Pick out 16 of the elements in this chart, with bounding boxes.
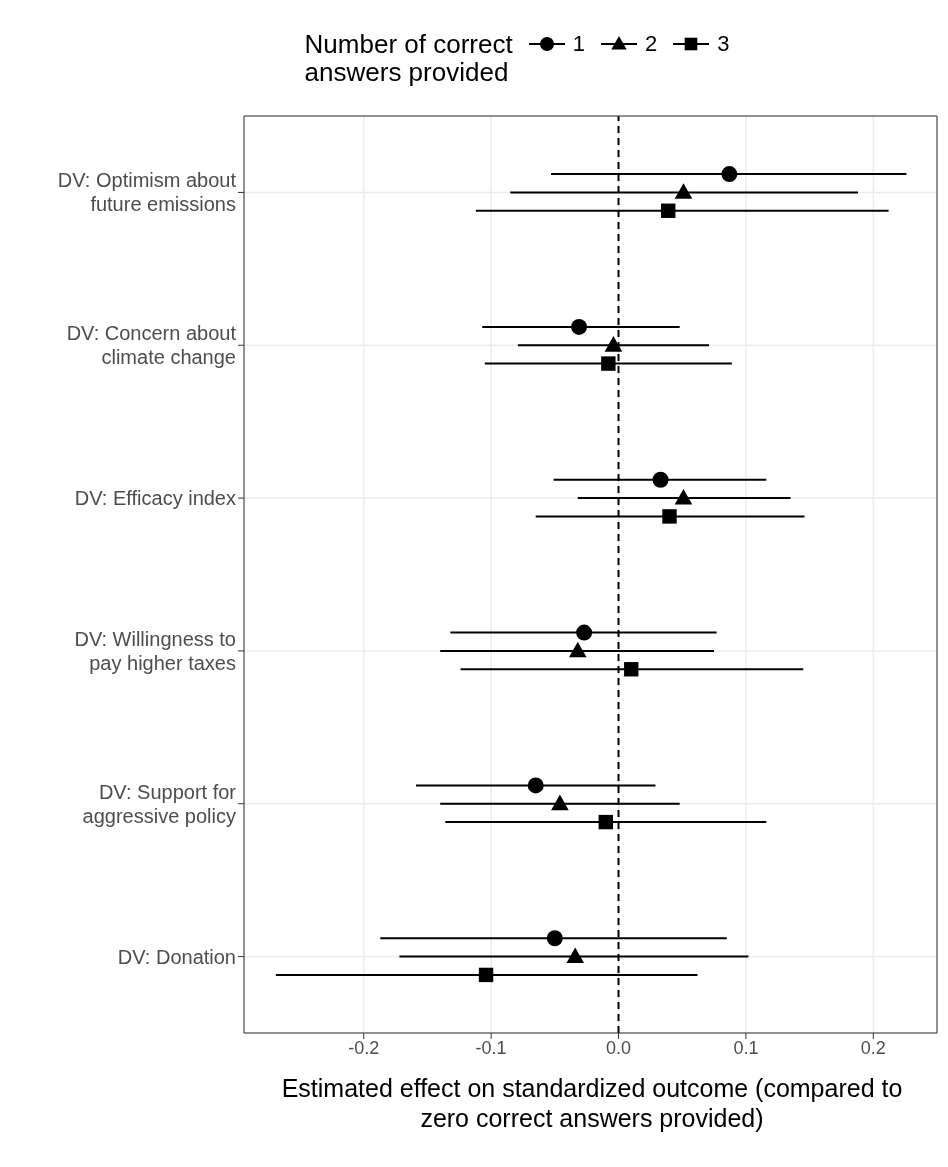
y-tick-label: DV: Willingness to pay higher taxes [74, 627, 236, 674]
x-axis-title: Estimated effect on standardized outcome (compared to zero correct answers provided) [280, 1073, 904, 1133]
x-tick-label: 0.1 [733, 1037, 759, 1058]
legend-title: Number of correct answers provided [304, 29, 513, 87]
legend-label: 2 [644, 31, 658, 57]
legend-label: 1 [572, 31, 585, 57]
y-tick-label: DV: Optimism about future emissions [57, 169, 237, 216]
x-tick-label: 0.2 [860, 1037, 886, 1058]
legend-label: 3 [717, 31, 730, 57]
y-tick-label: DV: Donation [117, 945, 236, 968]
x-tick-label: -0.1 [475, 1037, 507, 1058]
y-tick-label: DV: Efficacy index [74, 487, 236, 510]
y-tick-label: DV: Support for aggressive policy [82, 780, 237, 827]
x-tick-label: -0.2 [348, 1037, 380, 1058]
y-tick-label: DV: Concern about climate change [66, 322, 237, 369]
x-tick-label: 0.0 [606, 1037, 632, 1058]
